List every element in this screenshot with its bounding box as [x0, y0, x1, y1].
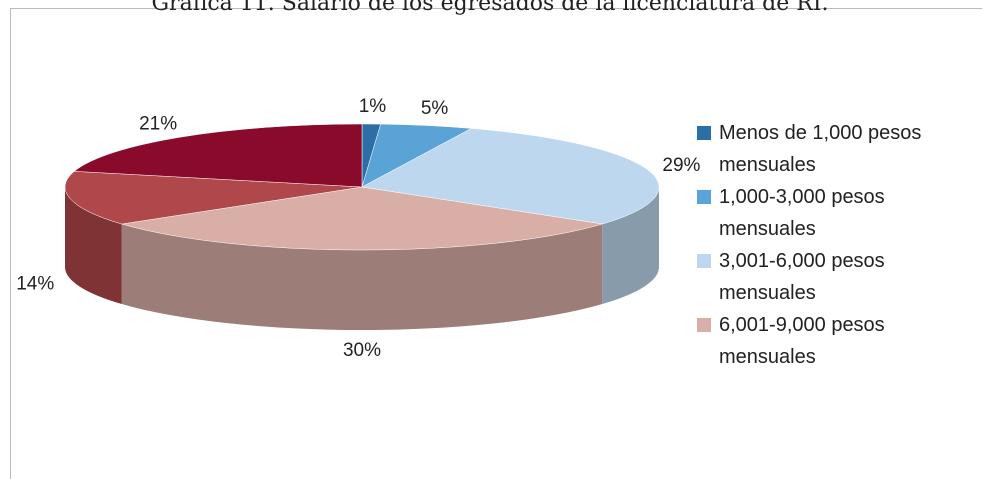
- pie-side: [65, 187, 122, 305]
- legend-item: 1,000-3,000 pesos mensuales: [697, 181, 969, 245]
- pie-slice: [73, 123, 363, 188]
- pie-side: [121, 224, 603, 330]
- legend-label: 6,001-9,000 pesos mensuales: [719, 314, 885, 368]
- data-label: 5%: [421, 98, 449, 119]
- pie-side: [602, 187, 659, 305]
- pie-slice: [361, 128, 660, 225]
- pie-slice: [121, 186, 603, 251]
- legend: Menos de 1,000 pesos mensuales 1,000-3,00…: [697, 117, 969, 373]
- data-label: 1%: [359, 96, 387, 117]
- data-label: 30%: [343, 340, 381, 361]
- legend-swatch: [697, 190, 711, 204]
- data-label: 29%: [662, 155, 700, 176]
- data-label: 21%: [139, 113, 177, 134]
- legend-swatch: [697, 126, 711, 140]
- data-label: 14%: [16, 273, 54, 294]
- legend-item: 6,001-9,000 pesos mensuales: [697, 309, 969, 373]
- legend-swatch: [697, 318, 711, 332]
- chart-title: Gráfica 11. Salario de los egresados de …: [151, 0, 828, 16]
- legend-label: 3,001-6,000 pesos mensuales: [719, 250, 885, 304]
- legend-item: Menos de 1,000 pesos mensuales: [697, 117, 969, 181]
- pie-slice: [64, 171, 363, 225]
- legend-label: 1,000-3,000 pesos mensuales: [719, 186, 885, 240]
- legend-label: Menos de 1,000 pesos mensuales: [719, 122, 922, 176]
- legend-item: 3,001-6,000 pesos mensuales: [697, 245, 969, 309]
- legend-swatch: [697, 254, 711, 268]
- chart-border: [10, 8, 982, 479]
